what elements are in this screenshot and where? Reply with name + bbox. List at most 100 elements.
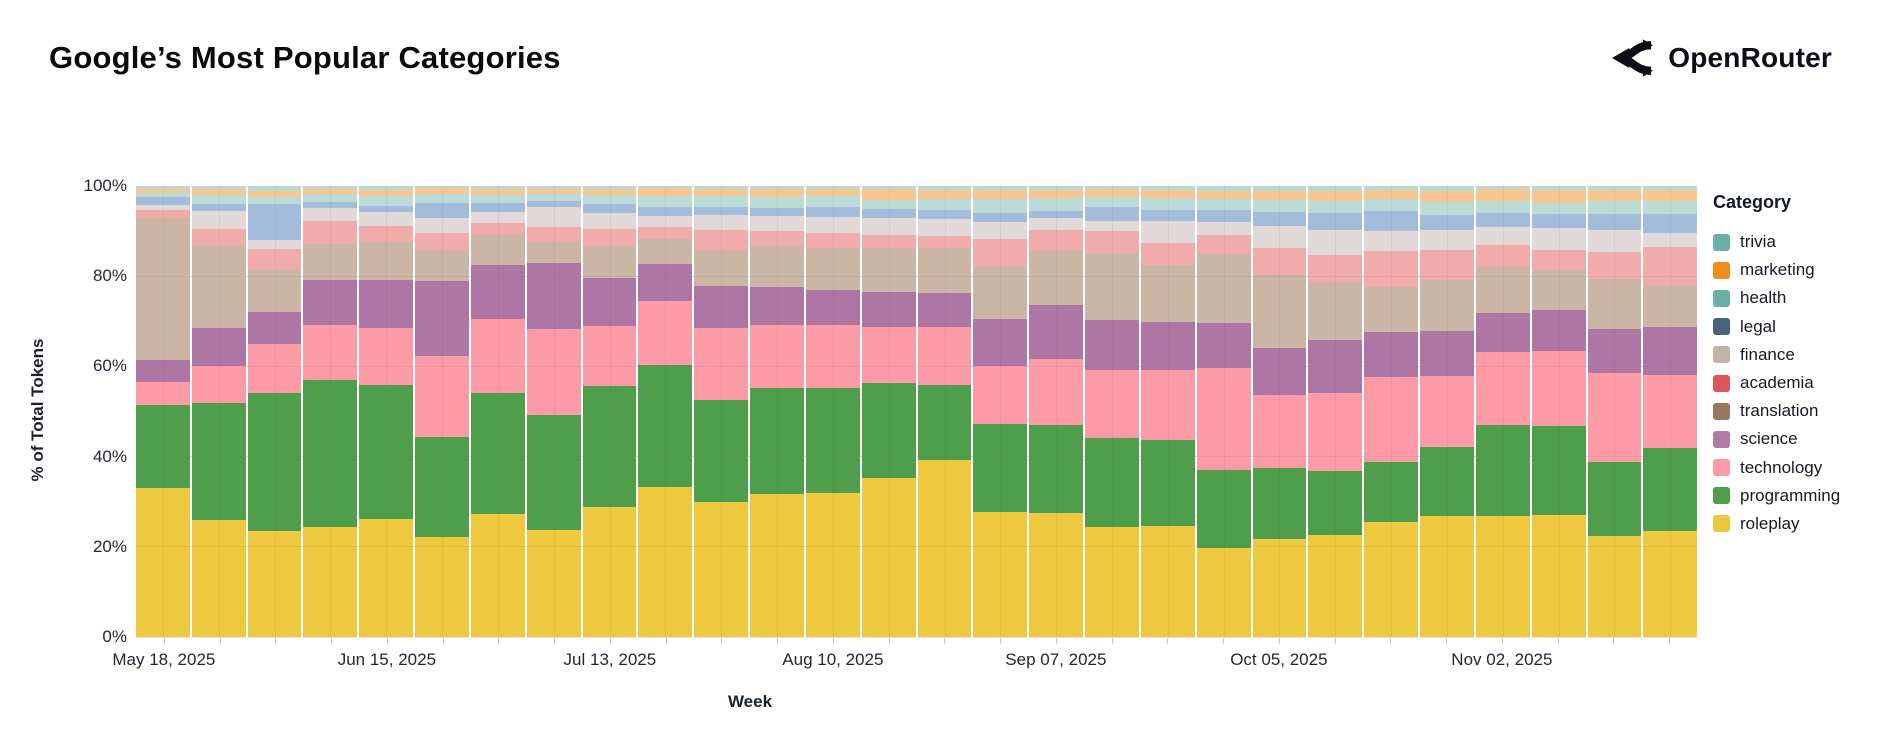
- bar-segment-legal[interactable]: [191, 204, 246, 211]
- bar-week-oct-12-2025[interactable]: [1308, 186, 1363, 637]
- bar-segment-trivia[interactable]: [1475, 186, 1530, 190]
- bar-segment-health[interactable]: [694, 196, 749, 207]
- bar-segment-finance[interactable]: [191, 210, 246, 229]
- bar-segment-technology[interactable]: [1029, 358, 1084, 426]
- bar-segment-trivia[interactable]: [470, 186, 525, 189]
- bar-segment-science[interactable]: [359, 279, 414, 328]
- bar-segment-roleplay[interactable]: [1085, 527, 1139, 637]
- bar-segment-finance[interactable]: [750, 215, 804, 232]
- bar-segment-technology[interactable]: [917, 327, 972, 385]
- legend-item-legal[interactable]: legal: [1713, 313, 1840, 341]
- bar-segment-translation[interactable]: [638, 239, 693, 265]
- bar-segment-legal[interactable]: [1420, 215, 1474, 231]
- bar-segment-marketing[interactable]: [973, 190, 1028, 200]
- bar-segment-academia[interactable]: [1531, 250, 1586, 270]
- legend-item-academia[interactable]: academia: [1713, 369, 1840, 397]
- bar-segment-trivia[interactable]: [1029, 186, 1084, 191]
- bar-segment-finance[interactable]: [694, 215, 749, 230]
- bar-segment-health[interactable]: [1308, 200, 1363, 214]
- bar-segment-academia[interactable]: [805, 233, 860, 248]
- bar-segment-finance[interactable]: [303, 208, 358, 222]
- bar-segment-trivia[interactable]: [415, 186, 469, 189]
- bar-segment-health[interactable]: [303, 194, 358, 202]
- bar-segment-trivia[interactable]: [582, 186, 637, 190]
- bar-segment-trivia[interactable]: [1643, 186, 1698, 190]
- bar-segment-trivia[interactable]: [1252, 186, 1307, 191]
- bar-segment-marketing[interactable]: [1085, 188, 1139, 198]
- bar-week-oct-19-2025[interactable]: [1364, 186, 1419, 637]
- bar-segment-roleplay[interactable]: [1587, 535, 1642, 637]
- bar-segment-translation[interactable]: [136, 217, 190, 360]
- bar-segment-roleplay[interactable]: [750, 494, 804, 637]
- bar-segment-programming[interactable]: [917, 384, 972, 460]
- bar-segment-marketing[interactable]: [191, 189, 246, 196]
- bar-segment-roleplay[interactable]: [1531, 514, 1586, 637]
- bar-segment-health[interactable]: [526, 194, 581, 201]
- bar-segment-marketing[interactable]: [1420, 190, 1474, 203]
- bar-week-aug-17-2025[interactable]: [861, 186, 916, 637]
- bar-segment-legal[interactable]: [582, 203, 637, 214]
- bar-segment-academia[interactable]: [1587, 252, 1642, 279]
- bar-segment-trivia[interactable]: [750, 186, 804, 189]
- bar-week-jun-15-2025[interactable]: [359, 186, 414, 637]
- bar-segment-legal[interactable]: [1252, 212, 1307, 226]
- bar-segment-finance[interactable]: [1252, 225, 1307, 249]
- bar-segment-finance[interactable]: [1531, 228, 1586, 251]
- bar-segment-technology[interactable]: [861, 326, 916, 384]
- bar-segment-finance[interactable]: [1420, 230, 1474, 251]
- bar-segment-science[interactable]: [582, 277, 637, 327]
- bar-segment-science[interactable]: [805, 289, 860, 325]
- bar-segment-marketing[interactable]: [861, 188, 916, 200]
- bar-segment-legal[interactable]: [973, 212, 1028, 222]
- bar-segment-technology[interactable]: [1085, 370, 1139, 439]
- bar-segment-health[interactable]: [973, 199, 1028, 213]
- bar-segment-academia[interactable]: [638, 227, 693, 240]
- bar-segment-health[interactable]: [1587, 200, 1642, 214]
- bar-segment-programming[interactable]: [694, 399, 749, 502]
- bar-segment-technology[interactable]: [1196, 368, 1251, 470]
- bar-week-jun-22-2025[interactable]: [415, 186, 469, 637]
- bar-segment-science[interactable]: [191, 328, 246, 367]
- legend-item-finance[interactable]: finance: [1713, 341, 1840, 369]
- bar-segment-academia[interactable]: [1308, 254, 1363, 282]
- bar-segment-science[interactable]: [415, 281, 469, 357]
- bar-segment-academia[interactable]: [1420, 250, 1474, 280]
- bar-segment-translation[interactable]: [582, 245, 637, 278]
- bar-segment-academia[interactable]: [191, 228, 246, 245]
- bar-segment-roleplay[interactable]: [470, 514, 525, 637]
- bar-segment-roleplay[interactable]: [247, 531, 302, 637]
- bar-segment-programming[interactable]: [415, 437, 469, 538]
- bar-segment-health[interactable]: [1085, 197, 1139, 208]
- bar-segment-finance[interactable]: [136, 204, 190, 210]
- bar-segment-science[interactable]: [1029, 305, 1084, 359]
- bar-segment-academia[interactable]: [1140, 242, 1195, 265]
- bar-segment-technology[interactable]: [582, 326, 637, 386]
- bar-segment-health[interactable]: [805, 196, 860, 208]
- bar-week-sep-07-2025[interactable]: [1029, 186, 1084, 637]
- bar-segment-legal[interactable]: [1475, 213, 1530, 227]
- bar-segment-programming[interactable]: [1420, 447, 1474, 516]
- bar-segment-legal[interactable]: [1587, 213, 1642, 230]
- bar-segment-science[interactable]: [1420, 330, 1474, 376]
- bar-segment-science[interactable]: [917, 293, 972, 328]
- bar-segment-translation[interactable]: [191, 244, 246, 329]
- bar-segment-roleplay[interactable]: [1140, 525, 1195, 637]
- bar-segment-science[interactable]: [1587, 328, 1642, 373]
- bar-segment-marketing[interactable]: [1475, 189, 1530, 202]
- bar-segment-translation[interactable]: [526, 242, 581, 263]
- bar-segment-legal[interactable]: [1308, 213, 1363, 230]
- legend-item-health[interactable]: health: [1713, 284, 1840, 312]
- bar-segment-trivia[interactable]: [1196, 186, 1251, 191]
- bar-segment-finance[interactable]: [861, 218, 916, 235]
- bar-segment-academia[interactable]: [694, 229, 749, 251]
- bar-segment-health[interactable]: [750, 197, 804, 209]
- bar-segment-marketing[interactable]: [1364, 189, 1419, 199]
- bar-segment-roleplay[interactable]: [415, 537, 469, 637]
- bar-segment-academia[interactable]: [1252, 248, 1307, 276]
- bar-week-nov-02-2025[interactable]: [1475, 186, 1530, 637]
- bar-segment-finance[interactable]: [247, 240, 302, 250]
- bar-segment-science[interactable]: [1475, 312, 1530, 352]
- bar-segment-legal[interactable]: [415, 203, 469, 219]
- bar-segment-health[interactable]: [582, 195, 637, 204]
- bar-segment-technology[interactable]: [694, 327, 749, 400]
